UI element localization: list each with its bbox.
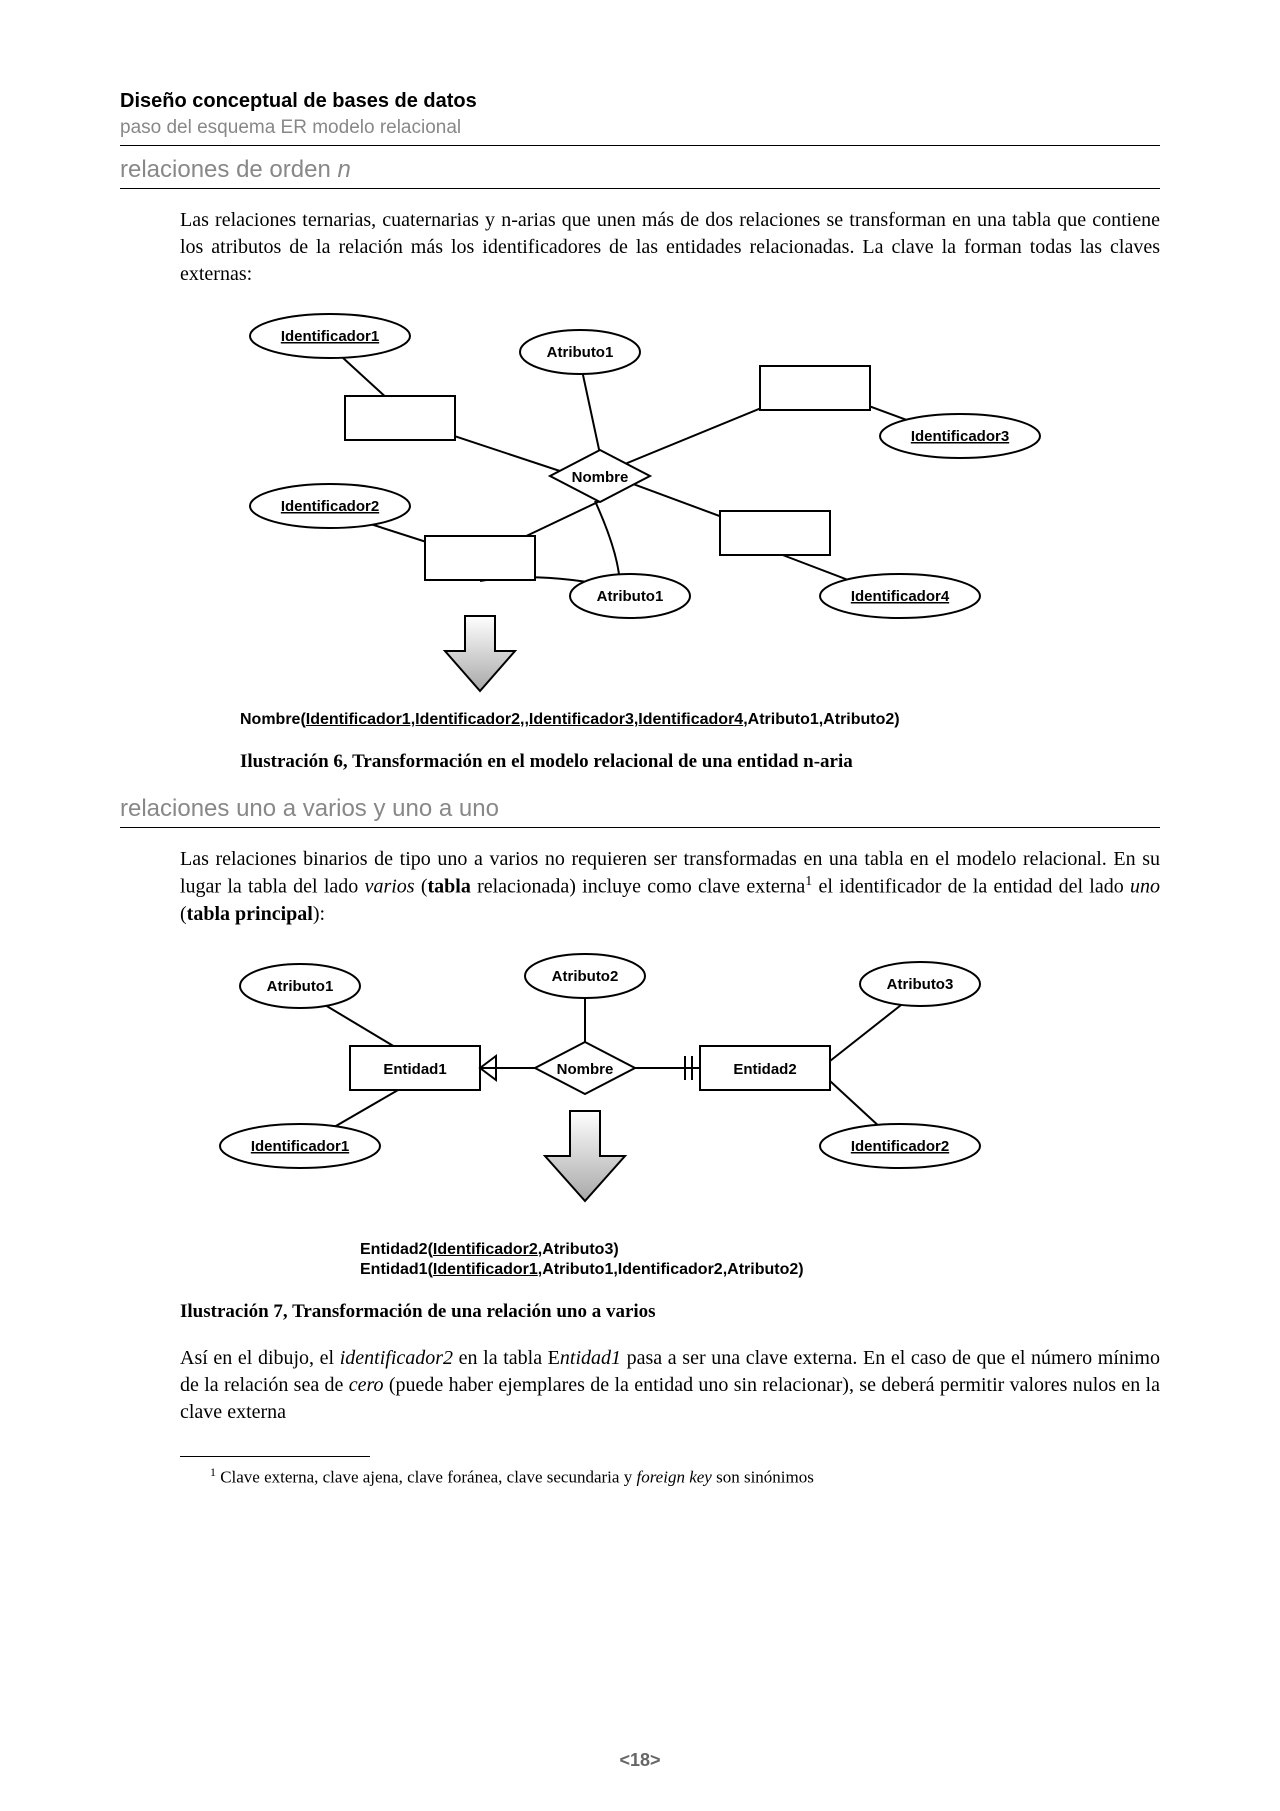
svg-text:Atributo2: Atributo2 bbox=[552, 968, 619, 985]
schema-line-2a: Entidad2(Identificador2,Atributo3) bbox=[360, 1241, 1160, 1259]
schema2b-prefix: Entidad1( bbox=[360, 1261, 433, 1278]
svg-text:Identificador4: Identificador4 bbox=[851, 588, 950, 605]
svg-text:Entidad2: Entidad2 bbox=[733, 1061, 796, 1078]
svg-text:Atributo1: Atributo1 bbox=[547, 344, 614, 361]
section-heading-1: relaciones de orden n bbox=[120, 156, 1160, 189]
footnote-1: 1 Clave externa, clave ajena, clave forá… bbox=[210, 1465, 1160, 1488]
svg-text:Atributo1: Atributo1 bbox=[267, 978, 334, 995]
page-number: <18> bbox=[0, 1750, 1280, 1771]
svg-text:Identificador2: Identificador2 bbox=[281, 498, 379, 515]
schema-line-1: Nombre(Identificador1,Identificador2,,Id… bbox=[240, 711, 1160, 729]
schema1-ids: Identificador1,Identificador2,,Identific… bbox=[306, 711, 743, 728]
schema2a-rest: ,Atributo3) bbox=[538, 1241, 619, 1258]
diagram-2: Entidad1 Entidad2 Nombre Atributo1 Atrib… bbox=[180, 946, 1160, 1231]
schema2a-prefix: Entidad2( bbox=[360, 1241, 433, 1258]
section1-paragraph: Las relaciones ternarias, cuaternarias y… bbox=[180, 207, 1160, 288]
heading-prefix: relaciones de orden bbox=[120, 156, 337, 183]
doc-subtitle: paso del esquema ER modelo relacional bbox=[120, 117, 1160, 146]
svg-text:Entidad1: Entidad1 bbox=[383, 1061, 446, 1078]
svg-text:Identificador1: Identificador1 bbox=[281, 328, 379, 345]
schema1-prefix: Nombre( bbox=[240, 711, 306, 728]
section2-paragraph2: Así en el dibujo, el identificador2 en l… bbox=[180, 1345, 1160, 1426]
svg-text:Identificador3: Identificador3 bbox=[911, 428, 1009, 445]
schema2b-ids: Identificador1 bbox=[433, 1261, 538, 1278]
svg-text:Atributo3: Atributo3 bbox=[887, 976, 954, 993]
svg-text:Identificador2: Identificador2 bbox=[851, 1138, 949, 1155]
svg-text:Nombre: Nombre bbox=[557, 1061, 614, 1078]
footnote-rule bbox=[180, 1456, 370, 1457]
schema2b-rest: ,Atributo1,Identificador2,Atributo2) bbox=[538, 1261, 804, 1278]
schema-line-2b: Entidad1(Identificador1,Atributo1,Identi… bbox=[360, 1261, 1160, 1279]
schema2a-ids: Identificador2 bbox=[433, 1241, 538, 1258]
schema1-rest: ,Atributo1,Atributo2) bbox=[743, 711, 899, 728]
svg-text:Nombre: Nombre bbox=[572, 469, 629, 486]
caption-1: Ilustración 6, Transformación en el mode… bbox=[240, 751, 1160, 773]
diagram-1: Nombre Atributo1 Atributo1 Identificador… bbox=[180, 306, 1160, 701]
caption-2: Ilustración 7, Transformación de una rel… bbox=[180, 1301, 1160, 1323]
doc-title: Diseño conceptual de bases de datos bbox=[120, 90, 1160, 113]
svg-text:Identificador1: Identificador1 bbox=[251, 1138, 349, 1155]
section2-paragraph: Las relaciones binarios de tipo uno a va… bbox=[180, 846, 1160, 928]
svg-text:Atributo1: Atributo1 bbox=[597, 588, 664, 605]
heading-italic-n: n bbox=[337, 156, 350, 183]
section-heading-2: relaciones uno a varios y uno a uno bbox=[120, 795, 1160, 828]
